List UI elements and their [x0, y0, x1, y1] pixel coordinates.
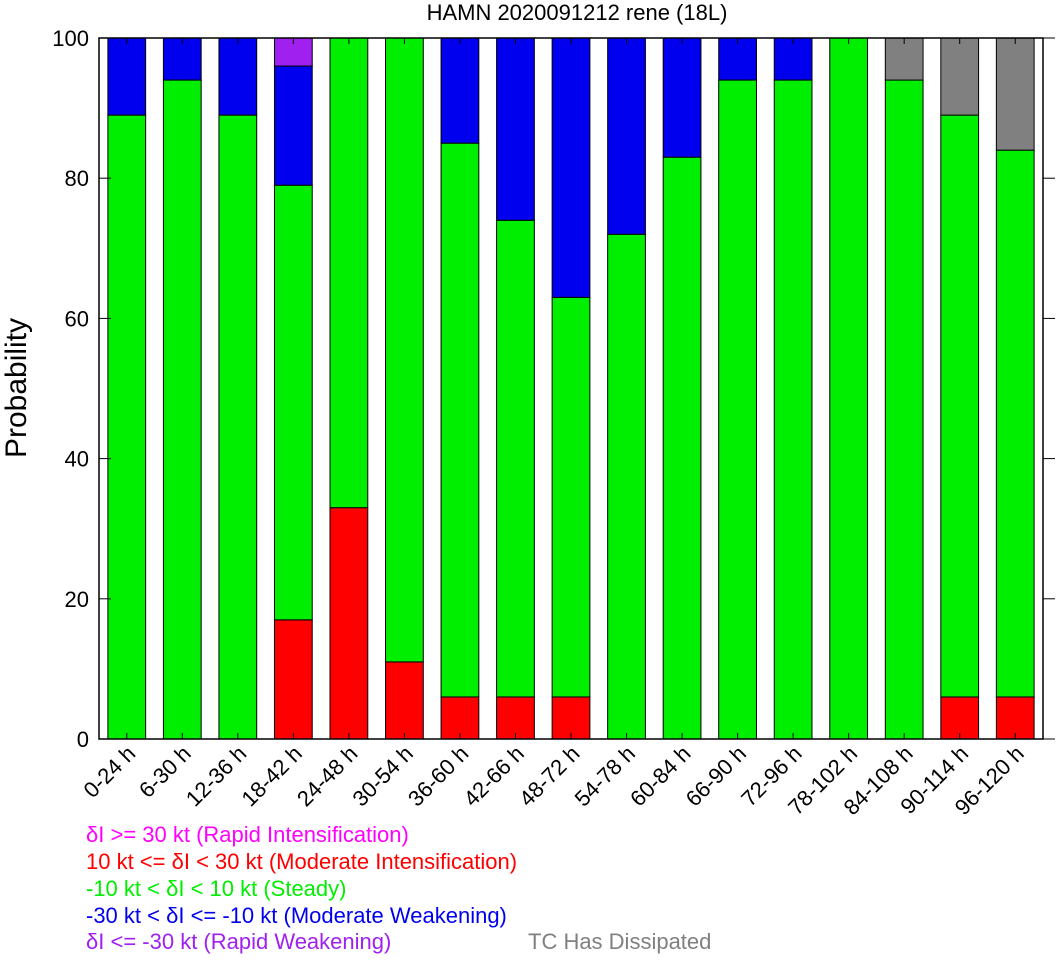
bar-segment-steady [662, 156, 702, 740]
bars-layer [107, 37, 1035, 740]
y-tick-label: 100 [52, 26, 89, 51]
legend-entry-steady: -10 kt < δI < 10 kt (Steady) [86, 876, 346, 902]
bar-segment-steady [107, 114, 147, 740]
bar-segment-moderate-weakening [496, 37, 535, 221]
bar-segment-steady [551, 296, 591, 698]
bar-segment-moderate-intensification [329, 507, 369, 740]
bar-segment-steady [829, 37, 869, 740]
bar-segment-dissipated [995, 37, 1035, 151]
plot-frame [98, 37, 1044, 740]
bar-segment-moderate-weakening [662, 37, 702, 158]
legend-text: TC Has Dissipated [528, 929, 712, 954]
legend-entry-moderate-weakening: -30 kt < δI <= -10 kt (Moderate Weakenin… [86, 903, 507, 929]
legend-text: 10 kt <= δI < 30 kt (Moderate Intensific… [86, 849, 518, 874]
bar-segment-steady [218, 114, 258, 740]
bar-segment-moderate-weakening [773, 37, 813, 81]
bar-segment-steady [718, 79, 757, 740]
bar-segment-moderate-weakening [551, 37, 591, 298]
bar-segment-moderate-weakening [162, 37, 202, 81]
y-tick-label: 40 [65, 447, 89, 472]
y-tick-label: 20 [65, 587, 89, 612]
bar-segment-steady [273, 184, 313, 621]
y-tick-label: 0 [77, 727, 89, 752]
bar-segment-dissipated [884, 37, 924, 81]
bar-segment-moderate-intensification [496, 696, 535, 740]
legend-text: -10 kt < δI < 10 kt (Steady) [86, 876, 347, 901]
chart-title: HAMN 2020091212 rene (18L) [427, 0, 728, 25]
bar-segment-moderate-intensification [385, 661, 424, 740]
x-tick-label: 24-48 h [292, 741, 362, 811]
x-tick-label: 18-42 h [236, 741, 306, 811]
bar-segment-moderate-intensification [273, 619, 313, 740]
bar-segment-moderate-weakening [718, 37, 757, 81]
x-tick-label: 60-84 h [625, 741, 695, 811]
x-tick-label: 48-72 h [514, 741, 584, 811]
legend-entry-dissipated: TC Has Dissipated [528, 929, 711, 955]
bar-segment-moderate-intensification [440, 696, 480, 740]
bar-segment-moderate-intensification [551, 696, 591, 740]
bar-segment-steady [162, 79, 202, 740]
x-tick-label: 36-60 h [403, 741, 473, 811]
bar-segment-steady [385, 37, 424, 663]
x-tick-label: 42-66 h [459, 741, 529, 811]
bar-segment-moderate-weakening [607, 37, 646, 235]
y-axis-label: Probability [0, 318, 33, 458]
bar-segment-steady [440, 142, 480, 698]
legend-text: -30 kt < δI <= -10 kt (Moderate Weakenin… [86, 903, 507, 928]
bar-segment-steady [329, 37, 369, 509]
legend-entry-rapid-weakening: δI <= -30 kt (Rapid Weakening) [86, 929, 391, 955]
x-tick-label: 30-54 h [348, 741, 418, 811]
legend-text: δI <= -30 kt (Rapid Weakening) [86, 929, 392, 954]
bar-segment-steady [607, 233, 646, 740]
bar-segment-steady [773, 79, 813, 740]
legend-entry-moderate-intensification: 10 kt <= δI < 30 kt (Moderate Intensific… [86, 849, 517, 875]
bar-segment-steady [496, 219, 535, 698]
x-tick-label: 66-90 h [681, 741, 751, 811]
legend-text: δI >= 30 kt (Rapid Intensification) [86, 822, 409, 847]
bar-segment-steady [940, 114, 980, 698]
bar-segment-moderate-weakening [440, 37, 480, 144]
bar-segment-steady [995, 149, 1035, 698]
x-tick-label: 54-78 h [570, 741, 640, 811]
bar-segment-moderate-intensification [995, 696, 1035, 740]
bar-segment-steady [884, 79, 924, 740]
bar-segment-moderate-weakening [218, 37, 258, 116]
bar-segment-dissipated [940, 37, 980, 116]
legend-entry-rapid-intensification: δI >= 30 kt (Rapid Intensification) [86, 822, 409, 848]
bar-segment-moderate-intensification [940, 696, 980, 740]
y-tick-label: 80 [65, 166, 89, 191]
bar-segment-moderate-weakening [107, 37, 147, 116]
y-tick-label: 60 [65, 306, 89, 331]
bar-segment-moderate-weakening [273, 65, 313, 186]
x-tick-label: 12-36 h [181, 741, 251, 811]
